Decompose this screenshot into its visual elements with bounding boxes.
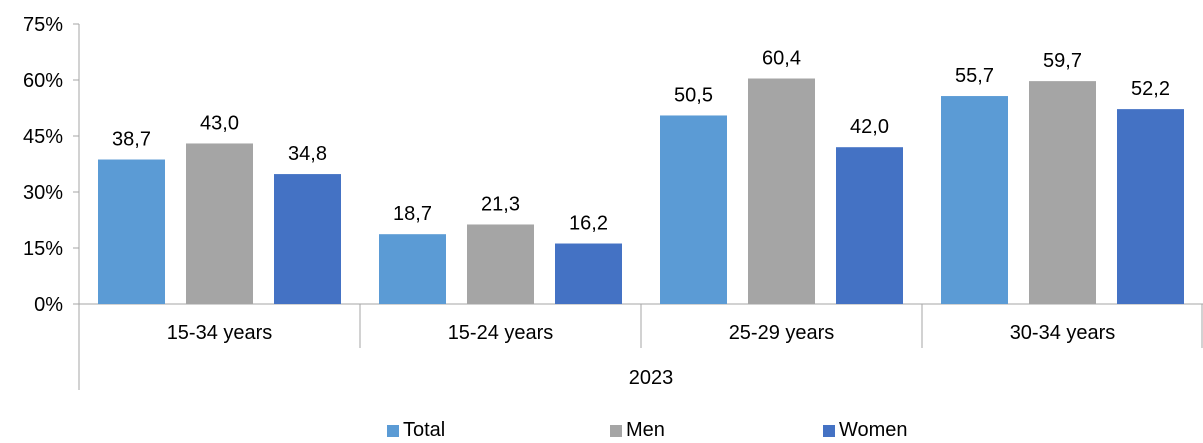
y-tick-label: 0%	[34, 294, 63, 316]
data-label: 18,7	[393, 203, 432, 225]
bar	[941, 96, 1008, 304]
group-label: 2023	[629, 367, 674, 389]
bar	[836, 147, 903, 304]
legend: Total Men Women	[0, 418, 1203, 443]
bar	[274, 174, 341, 304]
y-tick-label: 45%	[23, 126, 63, 148]
bar	[1117, 109, 1184, 305]
x-tick-label: 15-34 years	[167, 322, 273, 344]
legend-label: Women	[839, 419, 908, 441]
legend-item: Women	[823, 418, 908, 443]
legend-label: Total	[403, 419, 446, 441]
bar-chart: 0% 15% 30% 45% 60% 75% 38,7 43,0 34,8 15-34 years…	[23, 14, 1203, 390]
x-tick-label: 25-29 years	[729, 322, 835, 344]
data-label: 38,7	[112, 129, 151, 151]
data-label: 60,4	[762, 48, 801, 70]
data-label: 59,7	[1043, 50, 1082, 72]
x-tick-label: 30-34 years	[1010, 322, 1116, 344]
bar	[748, 78, 815, 304]
y-tick-label: 60%	[23, 70, 63, 92]
bar	[467, 224, 534, 304]
data-label: 55,7	[955, 65, 994, 87]
bar	[379, 234, 446, 304]
data-label: 21,3	[481, 193, 520, 215]
data-label: 52,2	[1131, 78, 1170, 100]
bar	[186, 143, 253, 304]
bar	[555, 243, 622, 304]
bar	[98, 159, 165, 304]
legend-swatch	[387, 424, 399, 437]
x-tick-label: 15-24 years	[448, 322, 554, 344]
legend-label: Men	[626, 419, 665, 441]
bar	[660, 115, 727, 304]
bar	[1029, 81, 1096, 305]
data-label: 16,2	[569, 213, 608, 235]
data-label: 43,0	[200, 112, 239, 134]
legend-item: Total	[387, 418, 445, 443]
data-label: 34,8	[288, 143, 327, 165]
legend-swatch	[610, 424, 622, 437]
data-label: 42,0	[850, 116, 889, 138]
y-tick-label: 30%	[23, 182, 63, 204]
legend-swatch	[823, 424, 835, 437]
y-tick-label: 75%	[23, 14, 63, 36]
legend-item: Men	[610, 418, 665, 443]
y-tick-label: 15%	[23, 238, 63, 260]
data-label: 50,5	[674, 84, 713, 106]
